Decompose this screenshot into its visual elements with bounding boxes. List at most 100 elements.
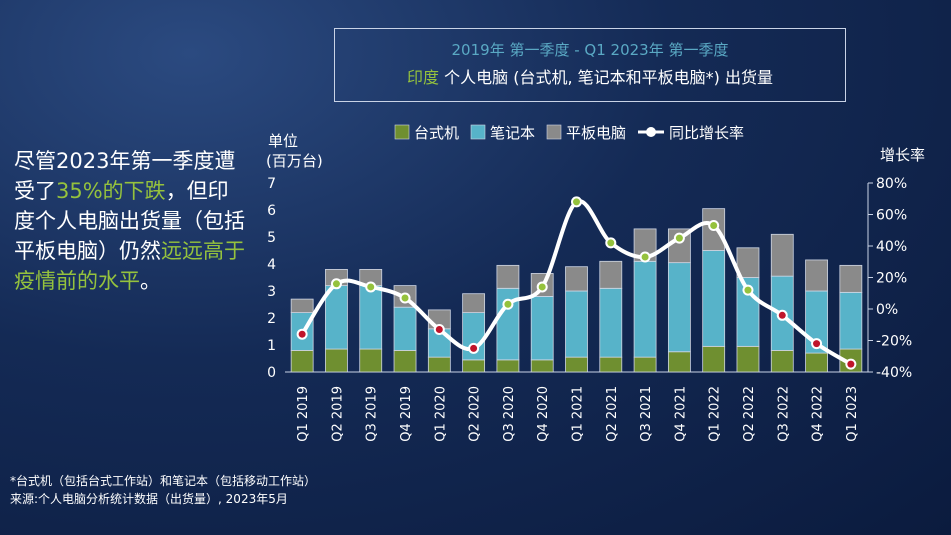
y2-tick-label: -40% (876, 365, 912, 381)
desktop-bar (359, 348, 383, 373)
y-tick-label: 2 (267, 311, 276, 327)
notebook-bar (839, 291, 863, 350)
y-tick-label: 5 (267, 230, 276, 246)
legend-label: 同比增长率 (669, 124, 744, 142)
growth-marker (401, 294, 409, 302)
x-tick-label: Q1 2021 (571, 386, 586, 442)
desktop-bar (805, 352, 828, 373)
y-tick-label: 0 (267, 365, 276, 381)
growth-marker (813, 340, 821, 348)
commentary-p5: 。 (140, 269, 161, 293)
desktop-bar (462, 359, 486, 373)
growth-marker (778, 311, 786, 319)
commentary-text: 尽管2023年第一季度遭受了35%的下跌，但印度个人电脑出货量（包括平板电脑）仍… (14, 146, 246, 296)
legend-label: 平板电脑 (566, 124, 626, 142)
growth-marker (641, 253, 649, 261)
desktop-bar (667, 351, 691, 373)
growth-marker (298, 330, 306, 338)
y-tick-label: 1 (267, 338, 276, 354)
notebook-bar (565, 290, 588, 358)
growth-marker (367, 283, 375, 291)
notebook-bar (359, 285, 383, 350)
desktop-bar (770, 349, 794, 373)
y-tick-label: 6 (267, 203, 276, 219)
y-tick-label: 3 (267, 284, 276, 300)
footnote: *台式机（包括台式工作站）和笔记本（包括移动工作站） 来源:个人电脑分析统计数据… (10, 472, 316, 508)
y2-tick-label: 20% (876, 271, 907, 287)
legend-label: 台式机 (414, 124, 459, 142)
y2-tick-label: 80% (876, 176, 907, 192)
tablet-bar (805, 259, 828, 292)
footnote-line1: *台式机（包括台式工作站）和笔记本（包括移动工作站） (10, 474, 317, 488)
legend-swatch (470, 124, 486, 140)
growth-marker (744, 286, 752, 294)
notebook-bar (599, 287, 623, 358)
desktop-bar (633, 356, 657, 373)
chart-title-line2: 印度 个人电脑 (台式机, 笔记本和平板电脑*) 出货量 (335, 64, 845, 88)
y2-tick-label: -20% (876, 334, 912, 350)
y-tick-label: 4 (267, 257, 276, 273)
y2-axis-label: 增长率 (880, 146, 925, 164)
notebook-bar (667, 262, 691, 353)
x-tick-label: Q2 2019 (330, 386, 345, 442)
x-tick-label: Q2 2020 (468, 386, 483, 442)
notebook-bar (530, 295, 554, 361)
chart-title-box: 2019年 第一季度 - Q1 2023年 第一季度 印度 个人电脑 (台式机,… (334, 28, 846, 102)
desktop-bar (393, 349, 417, 373)
y2-tick-label: 60% (876, 208, 907, 224)
desktop-bar (599, 356, 623, 373)
notebook-bar (702, 250, 726, 347)
x-tick-label: Q4 2019 (399, 386, 414, 442)
notebook-bar (633, 260, 657, 358)
growth-marker (675, 234, 683, 242)
x-tick-label: Q1 2022 (708, 386, 723, 442)
tablet-bar (770, 233, 794, 277)
desktop-bar (325, 348, 348, 373)
growth-marker (435, 325, 443, 333)
tablet-bar (290, 298, 314, 314)
growth-marker (607, 239, 615, 247)
desktop-bar (736, 345, 760, 373)
growth-marker (710, 222, 718, 230)
commentary-p2: 35%的下跌 (56, 179, 166, 203)
legend-swatch (394, 124, 410, 140)
notebook-bar (393, 306, 417, 351)
title-highlight: 印度 (407, 68, 440, 87)
x-tick-label: Q1 2020 (433, 386, 448, 442)
desktop-bar (565, 356, 588, 373)
x-tick-label: Q4 2021 (673, 386, 688, 442)
tablet-bar (839, 264, 863, 293)
tablet-bar (496, 264, 520, 289)
desktop-bar (702, 345, 726, 373)
x-tick-label: Q1 2019 (296, 386, 311, 442)
chart-title-line1: 2019年 第一季度 - Q1 2023年 第一季度 (451, 41, 729, 59)
y-tick-label: 7 (267, 176, 276, 192)
tablet-bar (565, 266, 588, 292)
x-tick-label: Q2 2022 (742, 386, 757, 442)
legend-label: 笔记本 (490, 124, 535, 142)
x-tick-label: Q3 2019 (365, 386, 380, 442)
desktop-bar (496, 359, 520, 373)
x-tick-label: Q2 2021 (605, 386, 620, 442)
growth-marker (332, 280, 340, 288)
y-axis-unit: (百万台) (266, 152, 323, 170)
y2-tick-label: 40% (876, 239, 907, 255)
legend-line-marker (646, 127, 656, 137)
tablet-bar (599, 260, 623, 289)
footnote-line2: 来源:个人电脑分析统计数据（出货量）, 2023年5月 (10, 492, 288, 506)
x-tick-label: Q4 2022 (811, 386, 826, 442)
desktop-bar (530, 359, 554, 373)
y2-tick-label: 0% (876, 302, 898, 318)
commentary-p1: 尽管2023年第一季度遭受了 (14, 149, 236, 203)
title-rest: 个人电脑 (台式机, 笔记本和平板电脑*) 出货量 (439, 68, 773, 87)
growth-marker (573, 198, 580, 206)
legend-swatch (546, 124, 562, 140)
desktop-bar (427, 356, 451, 373)
x-tick-label: Q3 2022 (776, 386, 791, 442)
x-tick-label: Q3 2021 (639, 386, 654, 442)
x-tick-label: Q4 2020 (536, 386, 551, 442)
growth-marker (847, 360, 855, 368)
x-tick-label: Q3 2020 (502, 386, 517, 442)
commentary-p4: 远远高于疫情前的水平 (14, 239, 245, 293)
